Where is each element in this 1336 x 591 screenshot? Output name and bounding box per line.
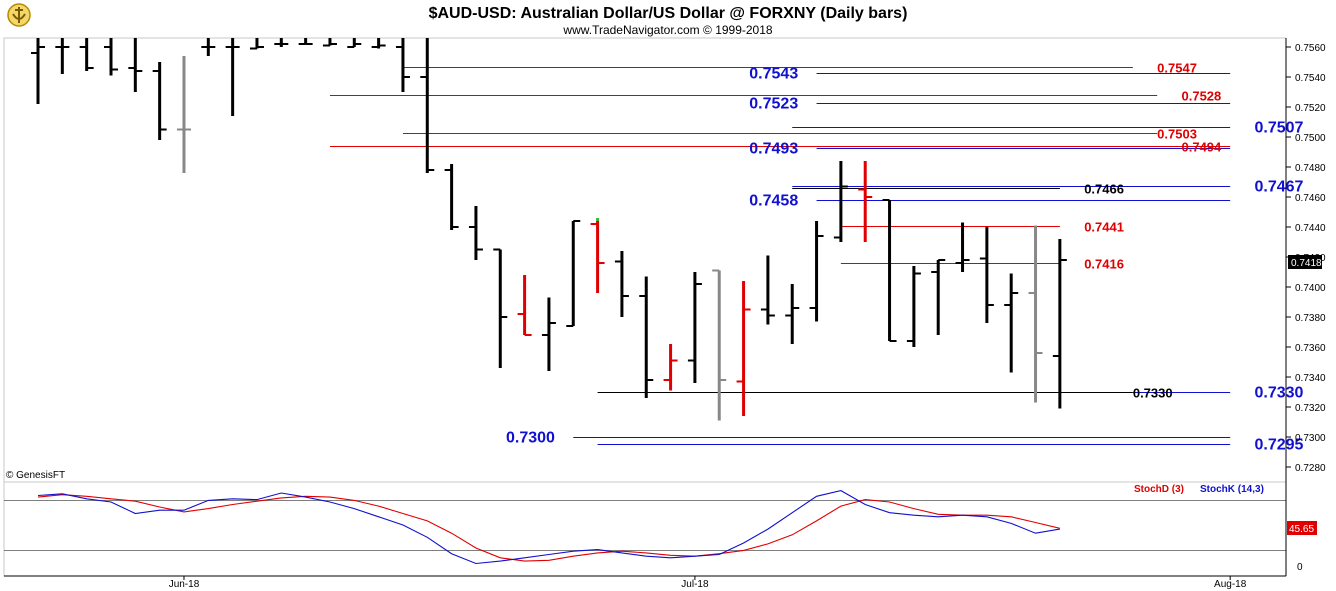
ohlc-bar bbox=[590, 221, 605, 293]
level-label-0-7300: 0.7300 bbox=[506, 430, 555, 447]
ohlc-bar bbox=[809, 221, 824, 322]
current-price-label: 0.7418 bbox=[1291, 258, 1322, 269]
chart-title: $AUD-USD: Australian Dollar/US Dollar @ … bbox=[429, 5, 908, 22]
stoch-lines bbox=[37, 490, 1060, 565]
ohlc-bar bbox=[833, 161, 848, 242]
ohlc-bar bbox=[420, 38, 435, 173]
ohlc-bar bbox=[128, 38, 143, 92]
level-label-0-7330: 0.7330 bbox=[1133, 386, 1173, 401]
level-label-0-7494: 0.7494 bbox=[1182, 140, 1223, 155]
price-tick-label: 0.7360 bbox=[1295, 343, 1326, 354]
price-tick-label: 0.7400 bbox=[1295, 283, 1326, 294]
price-tick-label: 0.7300 bbox=[1295, 433, 1326, 444]
current-price-box: 0.7418 bbox=[1288, 255, 1322, 269]
level-lines bbox=[329, 67, 1231, 445]
price-tick-label: 0.7380 bbox=[1295, 313, 1326, 324]
level-label-0-7416: 0.7416 bbox=[1084, 257, 1124, 272]
watermark: © GenesisFT bbox=[6, 470, 65, 481]
level-label-0-7493: 0.7493 bbox=[749, 141, 798, 158]
ohlc-bar bbox=[663, 344, 678, 391]
date-tick-label: Jul-18 bbox=[681, 579, 709, 590]
level-label-0-7547: 0.7547 bbox=[1157, 61, 1197, 76]
ohlc-bar bbox=[517, 275, 532, 336]
legend-stoch-k: StochK (14,3) bbox=[1200, 484, 1264, 495]
ohlc-bar bbox=[541, 297, 556, 371]
ohlc-bar bbox=[55, 38, 70, 74]
ohlc-bar bbox=[493, 248, 508, 368]
level-label-0-7507: 0.7507 bbox=[1255, 120, 1304, 137]
ohlc-bar bbox=[274, 38, 289, 47]
date-axis: Jun-18 Jul-18 Aug-18 bbox=[169, 576, 1247, 590]
ohlc-bar bbox=[785, 284, 800, 344]
ohlc-bar bbox=[1028, 225, 1043, 403]
level-label-0-7466: 0.7466 bbox=[1084, 182, 1124, 197]
price-tick-label: 0.7460 bbox=[1295, 193, 1326, 204]
level-label-0-7441: 0.7441 bbox=[1084, 220, 1124, 235]
price-tick-label: 0.7320 bbox=[1295, 403, 1326, 414]
price-tick-label: 0.7480 bbox=[1295, 163, 1326, 174]
current-stoch-label: 45.65 bbox=[1289, 524, 1314, 535]
stoch-reference-lines bbox=[4, 500, 1286, 551]
price-tick-label: 0.7520 bbox=[1295, 103, 1326, 114]
ohlc-bar bbox=[395, 38, 410, 92]
stoch-k-line bbox=[37, 490, 1060, 565]
level-label-0-7543: 0.7543 bbox=[749, 66, 798, 83]
ohlc-bar bbox=[614, 251, 629, 317]
price-tick-label: 0.7340 bbox=[1295, 373, 1326, 384]
level-label-0-7458: 0.7458 bbox=[749, 193, 798, 210]
price-tick-label: 0.7560 bbox=[1295, 43, 1326, 54]
ohlc-bar bbox=[1052, 239, 1067, 409]
ohlc-bar bbox=[225, 38, 240, 116]
ohlc-bar bbox=[1004, 273, 1019, 373]
ohlc-bar bbox=[444, 164, 459, 230]
stoch-panel-frame bbox=[3, 481, 1287, 577]
level-label-0-7467: 0.7467 bbox=[1255, 179, 1304, 196]
level-label-0-7523: 0.7523 bbox=[749, 96, 798, 113]
ohlc-bar bbox=[858, 161, 873, 242]
ohlc-bar bbox=[201, 38, 216, 56]
ohlc-bar bbox=[906, 266, 921, 347]
ohlc-bar bbox=[347, 38, 362, 48]
ohlc-bar bbox=[882, 199, 897, 342]
level-label-0-7330: 0.7330 bbox=[1255, 385, 1304, 402]
level-label-0-7528: 0.7528 bbox=[1182, 89, 1222, 104]
ohlc-bar bbox=[979, 227, 994, 323]
ohlc-bar bbox=[955, 222, 970, 272]
level-labels: 0.75470.75430.75280.75230.75070.75030.74… bbox=[506, 61, 1304, 454]
logo-icon bbox=[7, 3, 31, 27]
ohlc-bar bbox=[931, 259, 946, 335]
price-tick-label: 0.7540 bbox=[1295, 73, 1326, 84]
price-tick-label: 0.7500 bbox=[1295, 133, 1326, 144]
level-label-0-7295: 0.7295 bbox=[1255, 437, 1304, 454]
level-label-0-7503: 0.7503 bbox=[1157, 127, 1197, 142]
ohlc-bar bbox=[103, 38, 118, 76]
ohlc-bar bbox=[468, 206, 483, 260]
ohlc-bar bbox=[760, 255, 775, 325]
ohlc-bar bbox=[249, 38, 264, 50]
ohlc-bar bbox=[176, 56, 191, 173]
ohlc-bar bbox=[152, 62, 167, 140]
ohlc-bar bbox=[566, 220, 581, 327]
ohlc-bar bbox=[736, 281, 751, 416]
ohlc-bar bbox=[687, 272, 702, 383]
chart-subtitle: www.TradeNavigator.com © 1999-2018 bbox=[562, 23, 772, 37]
price-tick-label: 0.7280 bbox=[1295, 463, 1326, 474]
stoch-tick-label: 0 bbox=[1297, 562, 1303, 573]
ohlc-bar bbox=[712, 269, 727, 421]
ohlc-bar bbox=[639, 276, 654, 398]
ohlc-bar bbox=[298, 38, 313, 45]
date-tick-label: Jun-18 bbox=[169, 579, 200, 590]
ohlc-bars bbox=[31, 38, 1067, 421]
ohlc-bar bbox=[322, 38, 337, 47]
ohlc-bar bbox=[371, 38, 386, 49]
price-tick-label: 0.7440 bbox=[1295, 223, 1326, 234]
date-tick-label: Aug-18 bbox=[1214, 579, 1247, 590]
legend-stoch-d: StochD (3) bbox=[1134, 484, 1184, 495]
current-stoch-box: 45.65 bbox=[1287, 521, 1317, 535]
ohlc-bar bbox=[31, 38, 45, 104]
ohlc-bar bbox=[79, 38, 94, 71]
stoch-d-line bbox=[37, 494, 1060, 562]
stoch-axis: 0 bbox=[1297, 562, 1303, 573]
